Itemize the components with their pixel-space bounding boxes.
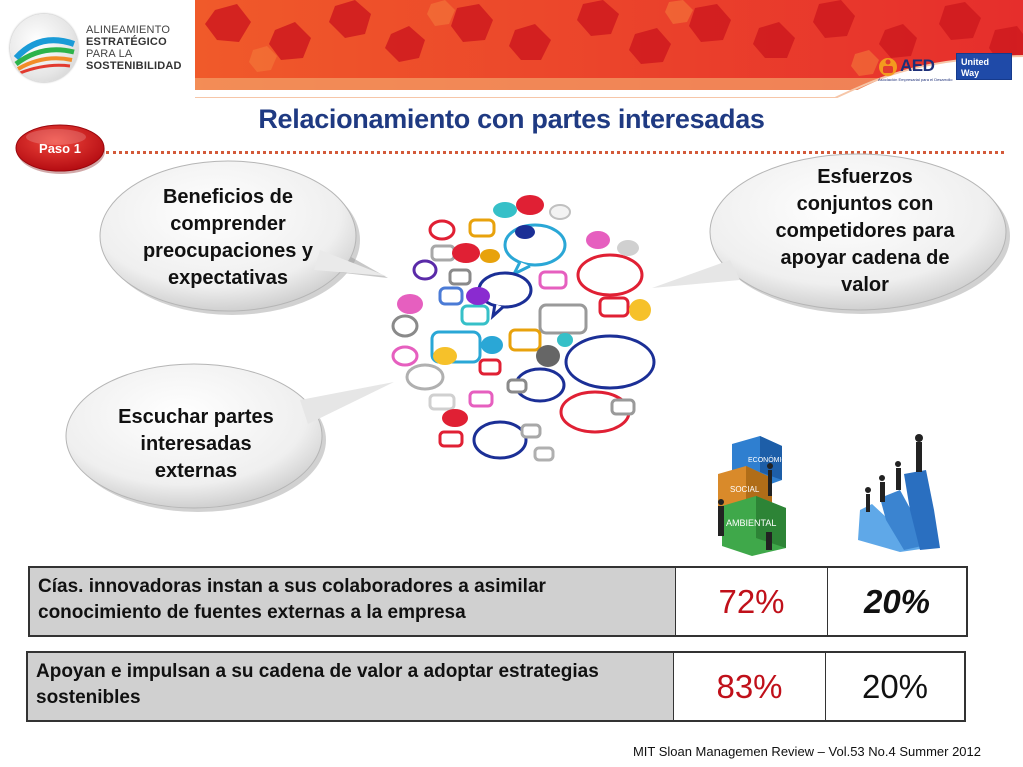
dotted-divider: [106, 151, 1004, 154]
callout-top-left-line-3: preocupaciones y: [142, 240, 314, 262]
logo-emblem-icon: [10, 14, 78, 82]
callout-top-right-text: Esfuerzos conjuntos con competidores par…: [740, 164, 990, 299]
stats-row-1: Cías. innovadoras instan a sus colaborad…: [28, 566, 968, 637]
stats-row-1-value-b: 20%: [863, 582, 931, 620]
header: ALINEAMIENTO ESTRATÉGICO PARA LA SOSTENI…: [0, 0, 1023, 102]
united-way-logo: United Way: [956, 53, 1012, 80]
step-badge: [15, 124, 105, 174]
decorative-banner: [195, 0, 1023, 102]
sponsor-logos: AED Asociación Empresarial para el Desar…: [870, 50, 1020, 86]
logo-line-1: ALINEAMIENTO: [86, 24, 171, 36]
value-chain-figures-icon: [858, 434, 940, 552]
logo-text: ALINEAMIENTO ESTRATÉGICO PARA LA SOSTENI…: [86, 24, 182, 72]
logo: ALINEAMIENTO ESTRATÉGICO PARA LA SOSTENI…: [0, 0, 195, 100]
stats-row-2-value-a: 83%: [674, 653, 826, 720]
callout-top-left-text: Beneficios de comprender preocupaciones …: [108, 184, 348, 292]
hexagon-pattern-icon: [195, 0, 1023, 90]
callout-bottom-left-line-3: externas: [154, 460, 238, 482]
speech-bubble-collage-icon: [391, 218, 656, 462]
aed-mark-icon: [879, 58, 897, 76]
uw-line-2: Way: [961, 68, 980, 78]
logo-line-3: PARA LA: [86, 48, 133, 60]
callout-top-left-line-1: Beneficios de: [162, 186, 294, 208]
callout-top-left-line-2: comprender: [170, 213, 286, 235]
callout-top-right-line-1: Esfuerzos: [817, 166, 913, 188]
callout-top-left-line-4: expectativas: [167, 267, 289, 289]
block-label-bottom: AMBIENTAL: [726, 518, 776, 528]
block-label-mid: SOCIAL: [730, 485, 760, 494]
sustainability-blocks-icon: [718, 436, 786, 556]
stats-row-2-value-b: 20%: [861, 667, 929, 705]
stats-row-1-value-a: 72%: [676, 568, 828, 635]
callout-bottom-left-line-1: Escuchar partes: [118, 406, 274, 428]
speech-bubble-filled-icon: [397, 195, 651, 427]
source-citation: MIT Sloan Managemen Review – Vol.53 No.4…: [632, 744, 981, 759]
callout-top-right-line-5: valor: [841, 274, 889, 296]
block-label-top: ECONÓMICO: [748, 455, 793, 464]
uw-line-1: United: [961, 57, 989, 67]
callout-bubble-bottom-left-icon: [65, 363, 394, 512]
stats-row-2: Apoyan e impulsan a su cadena de valor a…: [26, 651, 966, 722]
callout-bottom-left-line-2: interesadas: [140, 433, 252, 455]
step-label: Paso 1: [39, 141, 81, 156]
logo-line-2: ESTRATÉGICO: [86, 36, 167, 48]
logo-line-4: SOSTENIBILIDAD: [86, 60, 182, 72]
callout-top-right-line-4: apoyar cadena de: [780, 247, 950, 269]
slide-title: Relacionamiento con partes interesadas: [258, 104, 765, 134]
callout-top-right-line-2: conjuntos con: [796, 193, 934, 215]
callout-bottom-left-text: Escuchar partes interesadas externas: [84, 404, 308, 485]
aed-subtitle: Asociación Empresarial para el Desarroll…: [878, 77, 953, 82]
stats-row-2-description: Apoyan e impulsan a su cadena de valor a…: [28, 653, 674, 720]
aed-logo: AED Asociación Empresarial para el Desar…: [878, 54, 952, 82]
callout-bubble-top-right-icon: [652, 153, 1010, 314]
callout-top-right-line-3: competidores para: [775, 220, 955, 242]
callout-bubble-top-left-icon: [99, 160, 388, 315]
aed-word: AED: [900, 56, 935, 75]
stats-row-1-description: Cías. innovadoras instan a sus colaborad…: [30, 568, 676, 635]
